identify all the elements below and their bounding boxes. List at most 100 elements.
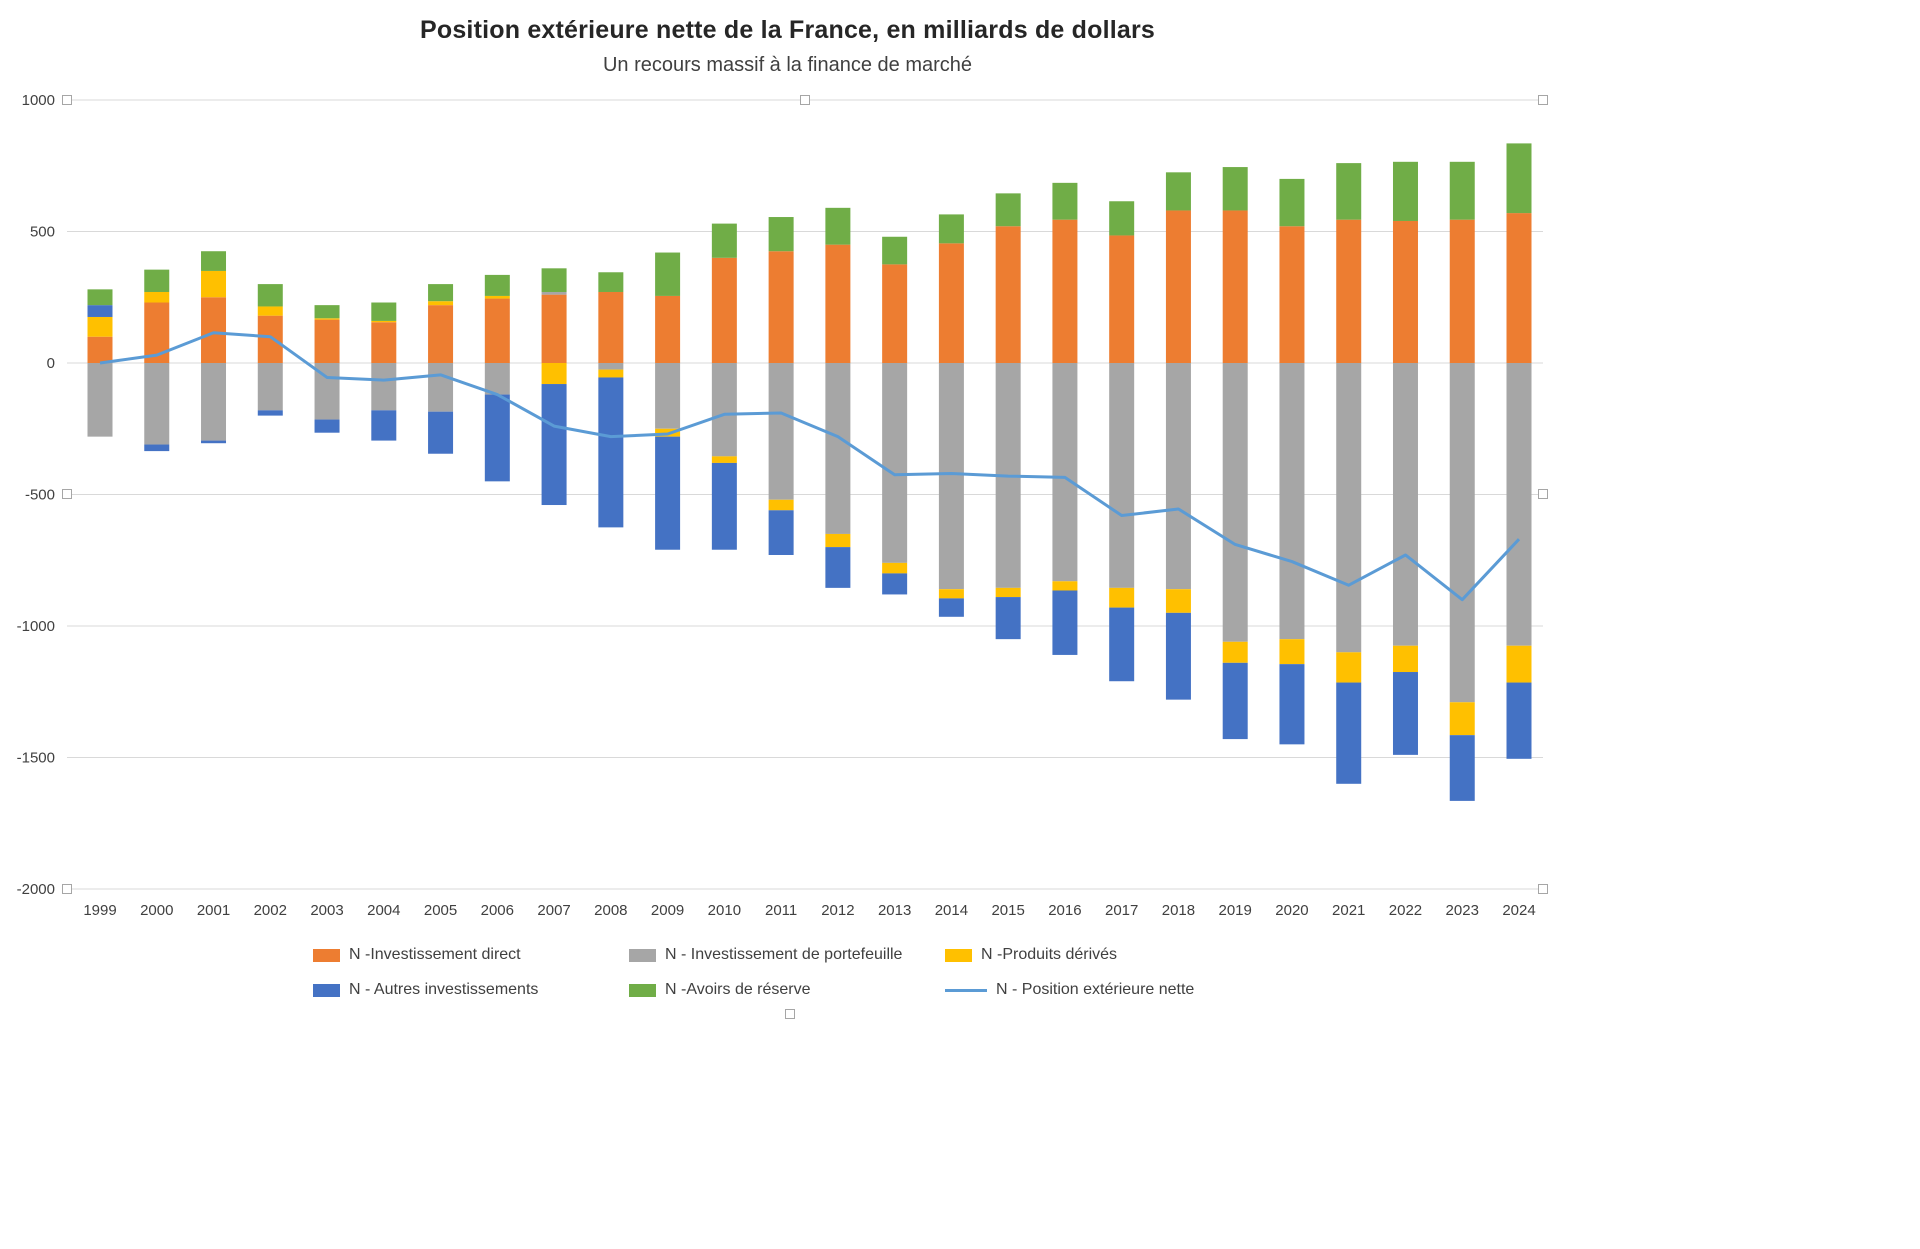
bar-segment[interactable]	[201, 297, 227, 363]
bar-segment[interactable]	[711, 456, 737, 463]
bar-segment[interactable]	[598, 369, 624, 378]
bar-segment[interactable]	[1109, 235, 1135, 363]
bar-segment[interactable]	[1109, 201, 1135, 236]
resize-handle[interactable]	[800, 95, 810, 105]
bar-segment[interactable]	[201, 270, 227, 298]
bar-segment[interactable]	[655, 295, 681, 363]
bar-segment[interactable]	[825, 207, 851, 245]
bar-segment[interactable]	[655, 252, 681, 296]
bar-segment[interactable]	[1336, 652, 1362, 683]
bar-segment[interactable]	[768, 251, 794, 363]
bar-segment[interactable]	[541, 291, 567, 295]
legend-item[interactable]: N -Investissement direct	[313, 946, 629, 964]
bar-segment[interactable]	[1052, 363, 1078, 582]
chart-subtitle[interactable]: Un recours massif à la finance de marché	[602, 54, 973, 76]
bar-segment[interactable]	[768, 510, 794, 555]
bar-segment[interactable]	[598, 272, 624, 292]
bar-segment[interactable]	[598, 291, 624, 363]
bar-segment[interactable]	[371, 363, 397, 411]
legend-item[interactable]: N -Produits dérivés	[945, 946, 1275, 964]
bar-segment[interactable]	[1165, 210, 1191, 363]
bar-segment[interactable]	[882, 363, 908, 563]
bar-segment[interactable]	[1052, 182, 1078, 220]
bar-segment[interactable]	[1165, 589, 1191, 613]
legend-item[interactable]: N - Investissement de portefeuille	[629, 946, 945, 964]
bar-segment[interactable]	[655, 363, 681, 429]
bar-segment[interactable]	[1336, 363, 1362, 653]
bar-segment[interactable]	[1392, 161, 1418, 221]
bar-segment[interactable]	[541, 268, 567, 292]
bar-segment[interactable]	[87, 316, 113, 337]
bar-segment[interactable]	[314, 318, 340, 320]
bar-segment[interactable]	[938, 598, 964, 617]
bar-segment[interactable]	[428, 363, 454, 412]
resize-handle[interactable]	[62, 884, 72, 894]
bar-segment[interactable]	[541, 384, 567, 506]
bar-segment[interactable]	[1165, 172, 1191, 211]
bar-segment[interactable]	[995, 193, 1021, 227]
bar-segment[interactable]	[371, 322, 397, 363]
bar-segment[interactable]	[1392, 672, 1418, 755]
bar-segment[interactable]	[484, 274, 510, 296]
bar-segment[interactable]	[371, 410, 397, 441]
bar-segment[interactable]	[995, 587, 1021, 598]
bar-segment[interactable]	[938, 589, 964, 599]
bar-segment[interactable]	[87, 289, 113, 306]
bar-segment[interactable]	[257, 306, 283, 316]
net-position-line[interactable]	[99, 331, 1521, 602]
bar-segment[interactable]	[1052, 219, 1078, 363]
bar-segment[interactable]	[1165, 363, 1191, 590]
bar-segment[interactable]	[87, 305, 113, 317]
legend-item[interactable]: N - Position extérieure nette	[945, 981, 1275, 999]
bar-segment[interactable]	[825, 533, 851, 548]
bar-segment[interactable]	[1109, 363, 1135, 588]
bar-segment[interactable]	[201, 363, 227, 441]
resize-handle[interactable]	[1538, 884, 1548, 894]
bar-segment[interactable]	[768, 363, 794, 500]
bar-segment[interactable]	[598, 363, 624, 370]
bar-segment[interactable]	[1165, 612, 1191, 700]
bar-segment[interactable]	[1222, 363, 1248, 642]
bar-segment[interactable]	[882, 562, 908, 574]
bar-segment[interactable]	[825, 547, 851, 588]
bar-segment[interactable]	[314, 419, 340, 433]
bar-segment[interactable]	[201, 251, 227, 271]
bar-segment[interactable]	[1506, 143, 1532, 214]
bar-segment[interactable]	[1506, 645, 1532, 683]
bar-segment[interactable]	[484, 394, 510, 482]
bar-segment[interactable]	[144, 363, 170, 445]
bar-segment[interactable]	[1109, 587, 1135, 608]
resize-handle[interactable]	[785, 1009, 795, 1019]
bar-segment[interactable]	[655, 436, 681, 550]
bar-segment[interactable]	[711, 462, 737, 550]
bar-segment[interactable]	[1279, 639, 1305, 665]
bar-segment[interactable]	[144, 269, 170, 292]
resize-handle[interactable]	[62, 95, 72, 105]
bar-segment[interactable]	[768, 499, 794, 511]
bar-segment[interactable]	[484, 298, 510, 363]
bar-segment[interactable]	[1222, 662, 1248, 740]
bar-segment[interactable]	[1449, 702, 1475, 736]
bar-segment[interactable]	[257, 410, 283, 416]
bar-segment[interactable]	[1336, 219, 1362, 363]
bar-segment[interactable]	[257, 284, 283, 307]
bar-segment[interactable]	[1279, 363, 1305, 640]
bar-segment[interactable]	[1279, 664, 1305, 745]
bar-segment[interactable]	[1279, 178, 1305, 227]
resize-handle[interactable]	[1538, 489, 1548, 499]
bar-segment[interactable]	[711, 257, 737, 363]
bar-segment[interactable]	[938, 214, 964, 244]
bar-segment[interactable]	[1336, 163, 1362, 220]
bar-segment[interactable]	[1336, 682, 1362, 784]
bar-segment[interactable]	[371, 320, 397, 323]
bar-segment[interactable]	[428, 284, 454, 302]
bar-segment[interactable]	[1222, 210, 1248, 363]
bar-segment[interactable]	[938, 243, 964, 363]
bar-segment[interactable]	[1052, 590, 1078, 655]
legend-item[interactable]: N -Avoirs de réserve	[629, 981, 945, 999]
bar-segment[interactable]	[484, 363, 510, 395]
bar-segment[interactable]	[428, 411, 454, 454]
bar-segment[interactable]	[1506, 213, 1532, 363]
resize-handle[interactable]	[1538, 95, 1548, 105]
legend-item[interactable]: N - Autres investissements	[313, 981, 629, 999]
